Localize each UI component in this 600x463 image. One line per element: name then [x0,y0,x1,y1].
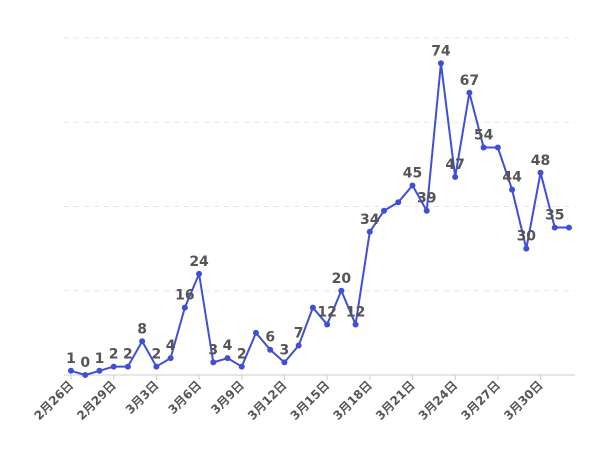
data-point [494,144,501,151]
data-point [96,367,103,374]
data-point [537,169,544,176]
data-point [281,359,288,366]
x-tick-label: 3月3日 [123,378,162,417]
data-point [366,228,373,235]
data-label: 44 [502,170,522,186]
data-point [352,321,359,328]
data-label: 4 [166,338,176,354]
data-point [566,224,572,231]
data-point [509,186,516,193]
data-point [324,321,331,328]
data-label: 16 [175,288,194,304]
data-label: 2 [237,347,247,363]
data-label: 39 [417,191,436,207]
data-label: 24 [189,254,209,270]
data-point [224,355,231,362]
data-point [452,174,459,181]
x-tick-label: 3月18日 [330,378,375,423]
data-point [110,363,117,370]
data-point [238,363,245,370]
data-label: 2 [151,347,161,363]
grid-lines [64,37,575,292]
x-tick-label: 3月15日 [288,378,333,423]
data-label: 34 [360,212,380,228]
data-label: 20 [332,271,352,287]
data-label: 12 [346,304,365,320]
data-point [551,224,558,231]
data-point [68,367,74,374]
data-point [381,207,388,214]
data-label: 1 [66,351,76,367]
data-point [82,372,89,378]
data-label: 8 [137,321,147,337]
data-label: 2 [123,347,133,363]
data-point [409,182,416,189]
data-point [267,346,274,353]
data-label: 48 [531,153,550,169]
data-point [480,144,487,151]
x-tick-label: 3月24日 [416,378,461,423]
data-label: 4 [223,338,233,354]
data-point [167,355,174,362]
data-point [181,304,188,311]
x-tick-label: 3月6日 [165,378,204,417]
data-point [423,207,430,214]
data-label: 35 [545,208,564,224]
data-point [395,199,402,206]
data-point [295,342,302,349]
series-points [68,60,572,378]
data-label: 12 [317,304,336,320]
x-tick-label: 3月27日 [458,378,503,423]
data-label: 54 [474,128,494,144]
data-point [309,304,316,311]
data-label: 7 [294,326,304,342]
data-point [437,60,444,67]
data-label: 6 [265,330,275,346]
data-point [153,363,160,370]
x-tick-label: 3月12日 [245,378,290,423]
data-label: 67 [460,73,479,89]
x-tick-label: 3月30日 [501,378,546,423]
data-point [196,270,203,277]
data-label: 0 [80,355,90,371]
data-label: 3 [280,342,290,358]
data-point [124,363,131,370]
data-point [139,338,146,345]
data-label: 2 [109,347,119,363]
data-point [210,359,217,366]
data-point [338,287,345,294]
x-tick-label: 3月21日 [373,378,418,423]
data-label: 1 [95,351,105,367]
x-tick-label: 3月9日 [208,378,247,417]
data-label: 74 [431,43,451,59]
data-label: 30 [517,229,537,245]
x-tick-label: 2月26日 [32,378,77,423]
data-point [466,89,473,96]
data-point [252,329,259,336]
x-tick-label: 2月29日 [74,378,119,423]
data-label: 47 [445,157,464,173]
data-point [523,245,530,252]
data-label: 45 [403,165,422,181]
data-label: 3 [208,342,218,358]
